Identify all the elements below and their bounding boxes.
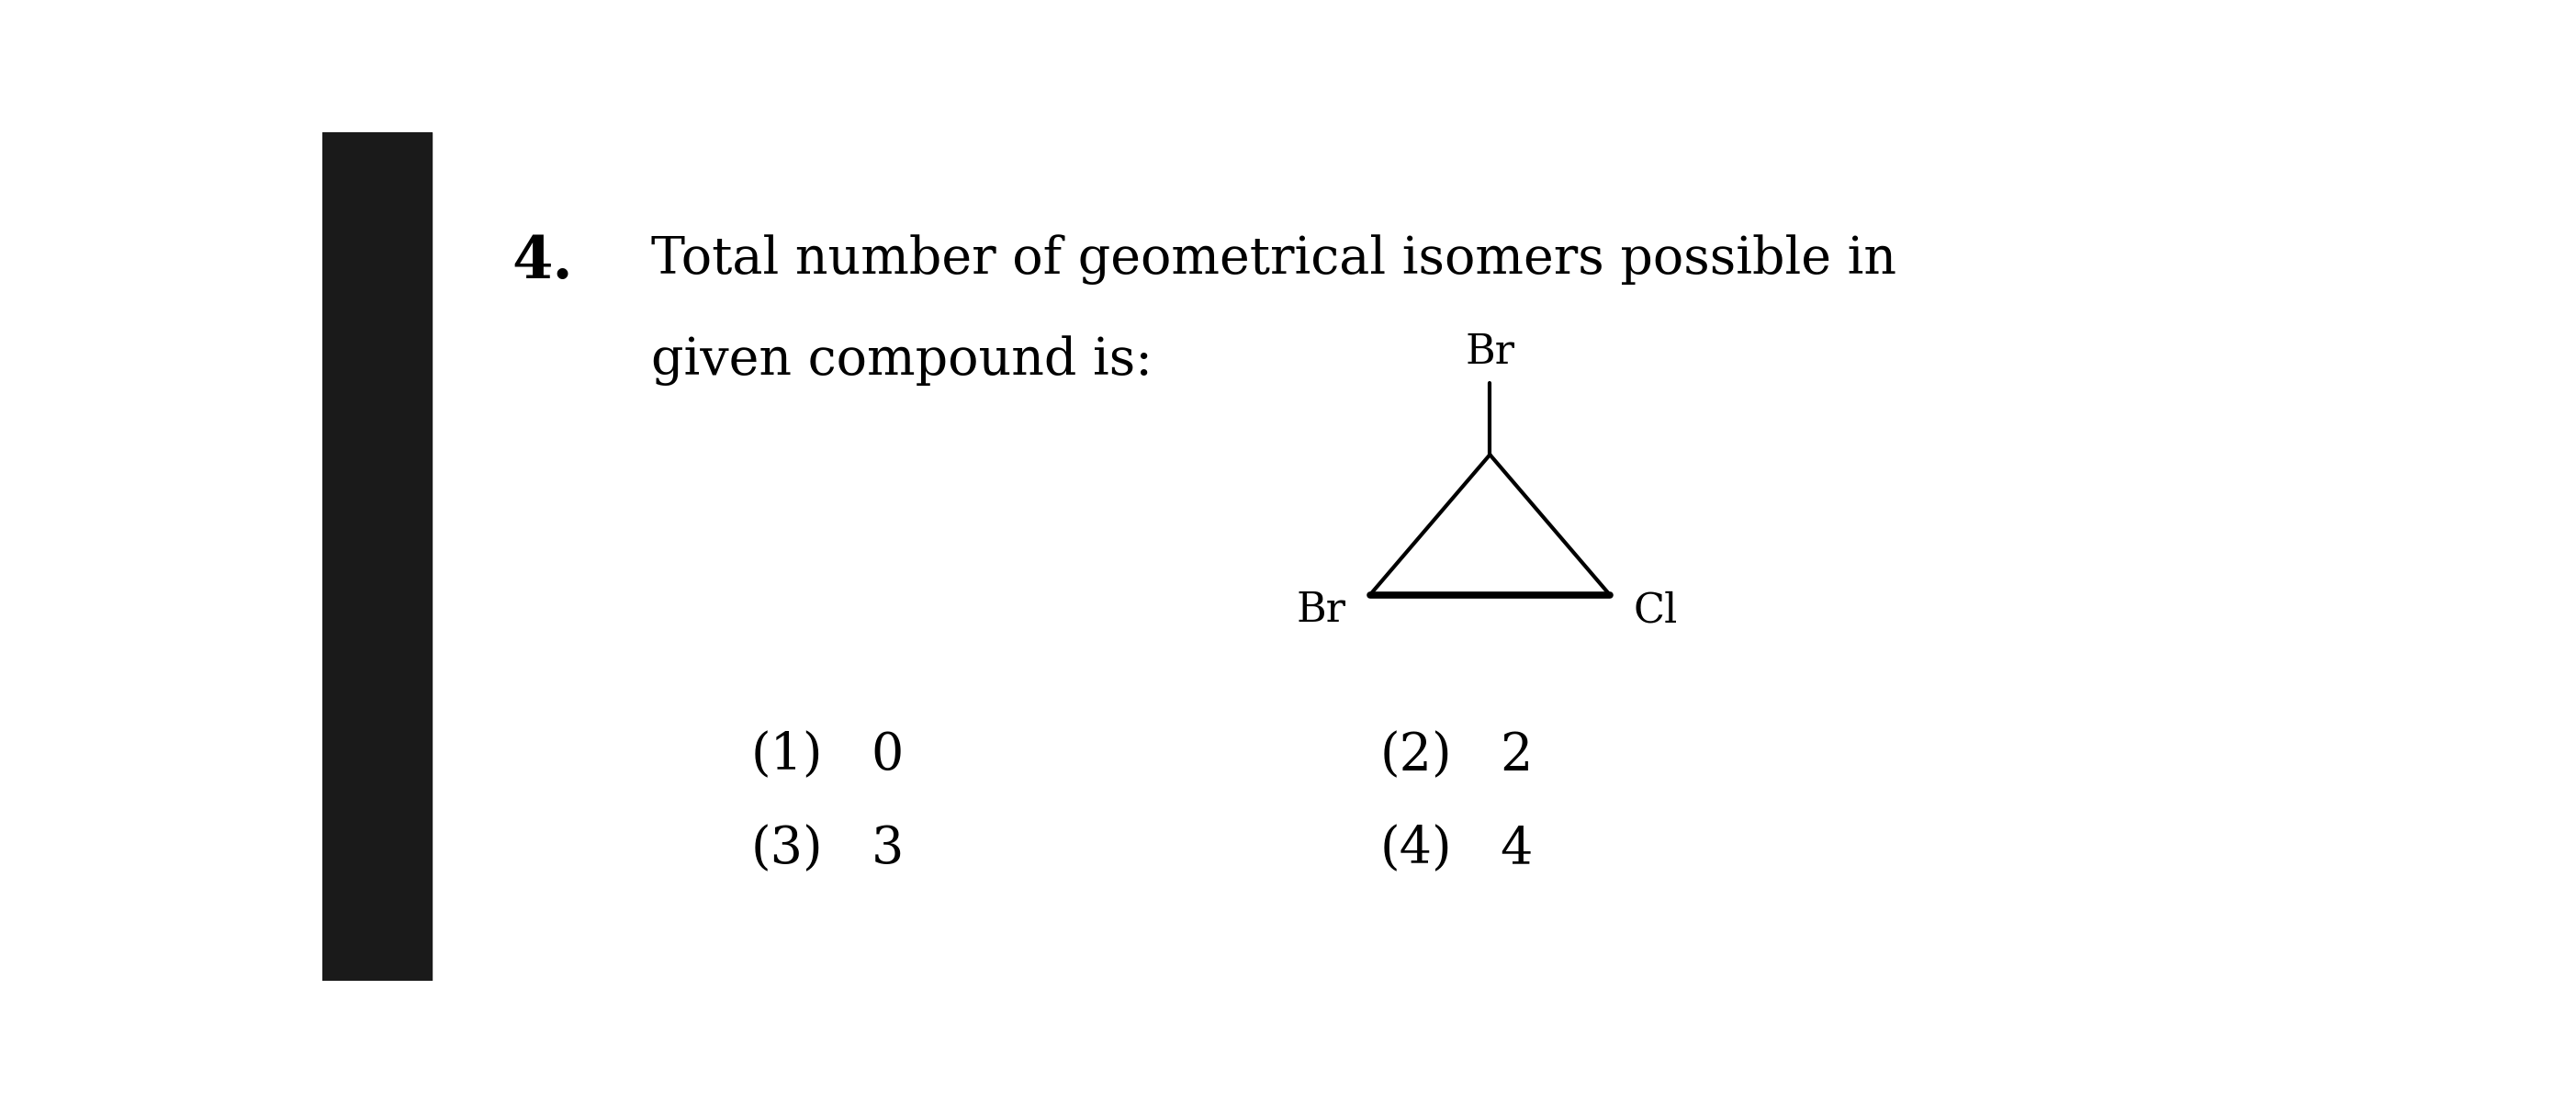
Text: (3): (3) [752,824,824,874]
Text: Br: Br [1296,591,1347,630]
Text: (1): (1) [752,731,824,781]
Text: 3: 3 [871,824,904,874]
Text: Total number of geometrical isomers possible in: Total number of geometrical isomers poss… [652,234,1896,284]
Text: (2): (2) [1381,731,1453,781]
Text: 0: 0 [871,731,904,781]
Text: Cl: Cl [1633,591,1677,630]
Text: 2: 2 [1499,731,1533,781]
Bar [322,132,433,981]
Text: given compound is:: given compound is: [652,336,1154,386]
Text: Br: Br [1466,333,1515,372]
Text: (4): (4) [1381,824,1453,874]
Text: 4: 4 [1499,824,1533,874]
Text: 4.: 4. [513,234,572,290]
